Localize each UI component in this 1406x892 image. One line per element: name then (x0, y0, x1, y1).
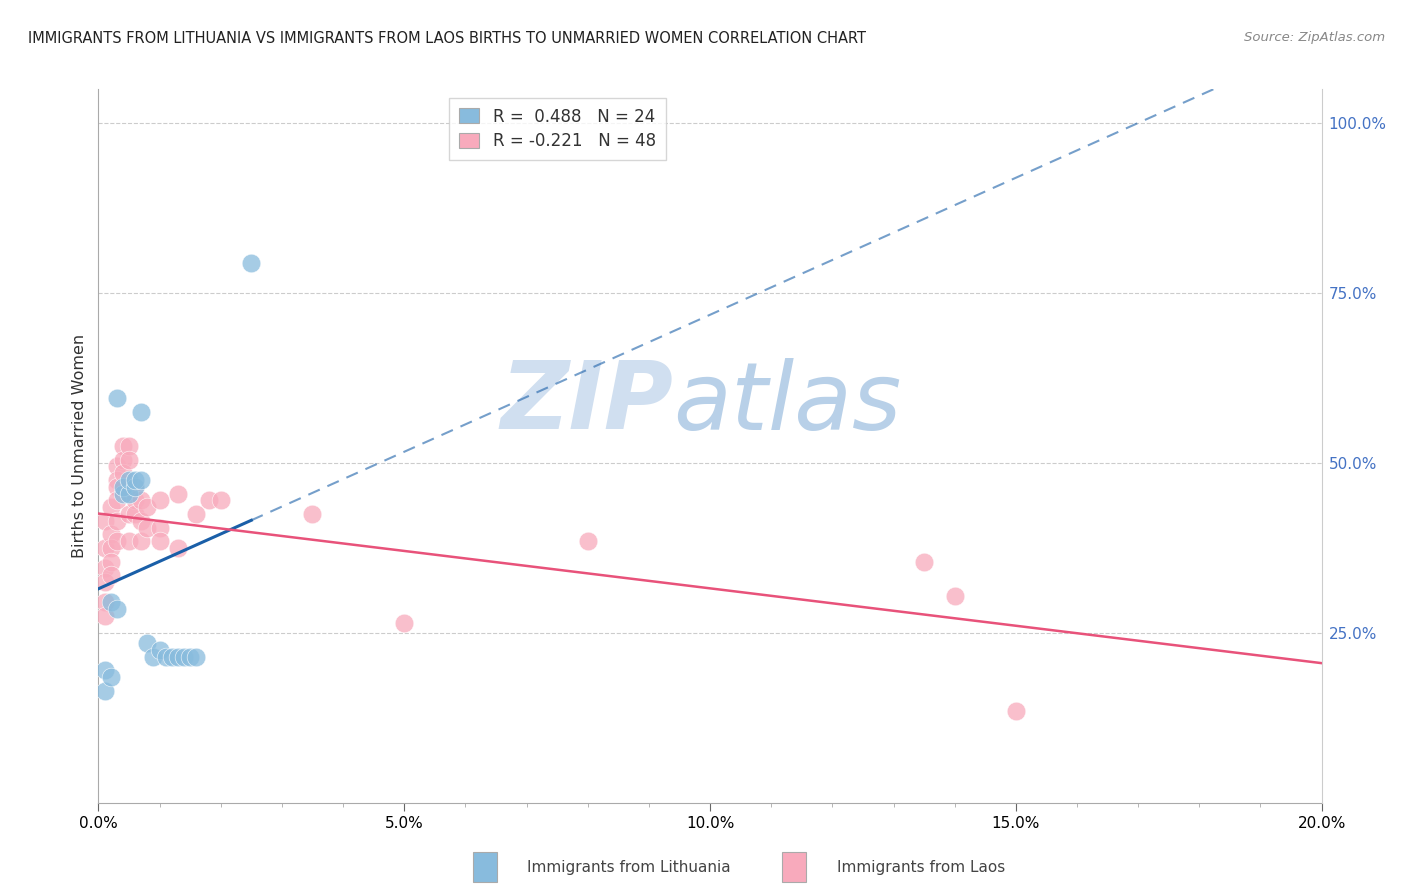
Point (240, 255, 263, 269)
Text: Immigrants from Lithuania: Immigrants from Lithuania (527, 860, 731, 874)
Point (118, 473, 141, 487)
Point (1004, 704, 1026, 718)
Point (105, 534, 128, 549)
Point (124, 473, 146, 487)
Point (105, 514, 128, 528)
Point (149, 643, 172, 657)
Text: ZIP: ZIP (501, 357, 673, 450)
Point (93, 608, 115, 623)
Point (197, 493, 219, 508)
Point (100, 500, 122, 515)
Point (118, 452, 141, 467)
Point (100, 541, 122, 555)
Point (93, 561, 115, 575)
Point (93, 663, 115, 677)
Point (105, 602, 128, 616)
Point (912, 555, 935, 569)
Point (100, 595, 122, 609)
Point (124, 480, 146, 494)
Point (105, 493, 128, 508)
Point (118, 507, 141, 521)
Point (118, 439, 141, 453)
Point (129, 534, 152, 549)
Point (167, 486, 190, 500)
Y-axis label: Births to Unmarried Women: Births to Unmarried Women (72, 334, 87, 558)
Point (100, 527, 122, 541)
Point (100, 555, 122, 569)
Point (142, 649, 165, 664)
Text: Source: ZipAtlas.com: Source: ZipAtlas.com (1244, 31, 1385, 45)
Point (105, 480, 128, 494)
Point (136, 636, 159, 650)
Point (111, 452, 134, 467)
Point (105, 473, 128, 487)
Point (392, 615, 416, 630)
Point (124, 480, 146, 494)
Point (100, 670, 122, 684)
Point (129, 473, 152, 487)
Point (136, 500, 159, 515)
Point (943, 589, 966, 603)
Point (93, 595, 115, 609)
Point (209, 493, 232, 508)
Point (93, 541, 115, 555)
Point (118, 486, 141, 500)
Point (93, 683, 115, 698)
Point (149, 534, 172, 549)
Point (124, 507, 146, 521)
Point (576, 534, 599, 549)
Point (179, 649, 201, 664)
Point (93, 574, 115, 589)
Point (167, 541, 190, 555)
Point (129, 514, 152, 528)
Point (160, 649, 183, 664)
Legend: R =  0.488   N = 24, R = -0.221   N = 48: R = 0.488 N = 24, R = -0.221 N = 48 (450, 97, 665, 161)
Point (155, 649, 177, 664)
Point (301, 507, 323, 521)
Point (111, 439, 134, 453)
Point (105, 459, 128, 474)
Point (173, 649, 195, 664)
Point (186, 649, 208, 664)
Point (111, 486, 134, 500)
Point (100, 568, 122, 582)
Point (118, 534, 141, 549)
Point (105, 392, 128, 406)
Point (149, 520, 172, 534)
Point (129, 493, 152, 508)
Point (111, 466, 134, 480)
Point (167, 649, 190, 664)
Point (111, 480, 134, 494)
Point (186, 507, 208, 521)
Text: IMMIGRANTS FROM LITHUANIA VS IMMIGRANTS FROM LAOS BIRTHS TO UNMARRIED WOMEN CORR: IMMIGRANTS FROM LITHUANIA VS IMMIGRANTS … (28, 31, 866, 46)
Text: atlas: atlas (673, 358, 901, 449)
Point (129, 405, 152, 419)
Point (93, 514, 115, 528)
Point (149, 493, 172, 508)
Point (136, 520, 159, 534)
Text: Immigrants from Laos: Immigrants from Laos (837, 860, 1005, 874)
Point (118, 480, 141, 494)
Point (124, 493, 146, 508)
